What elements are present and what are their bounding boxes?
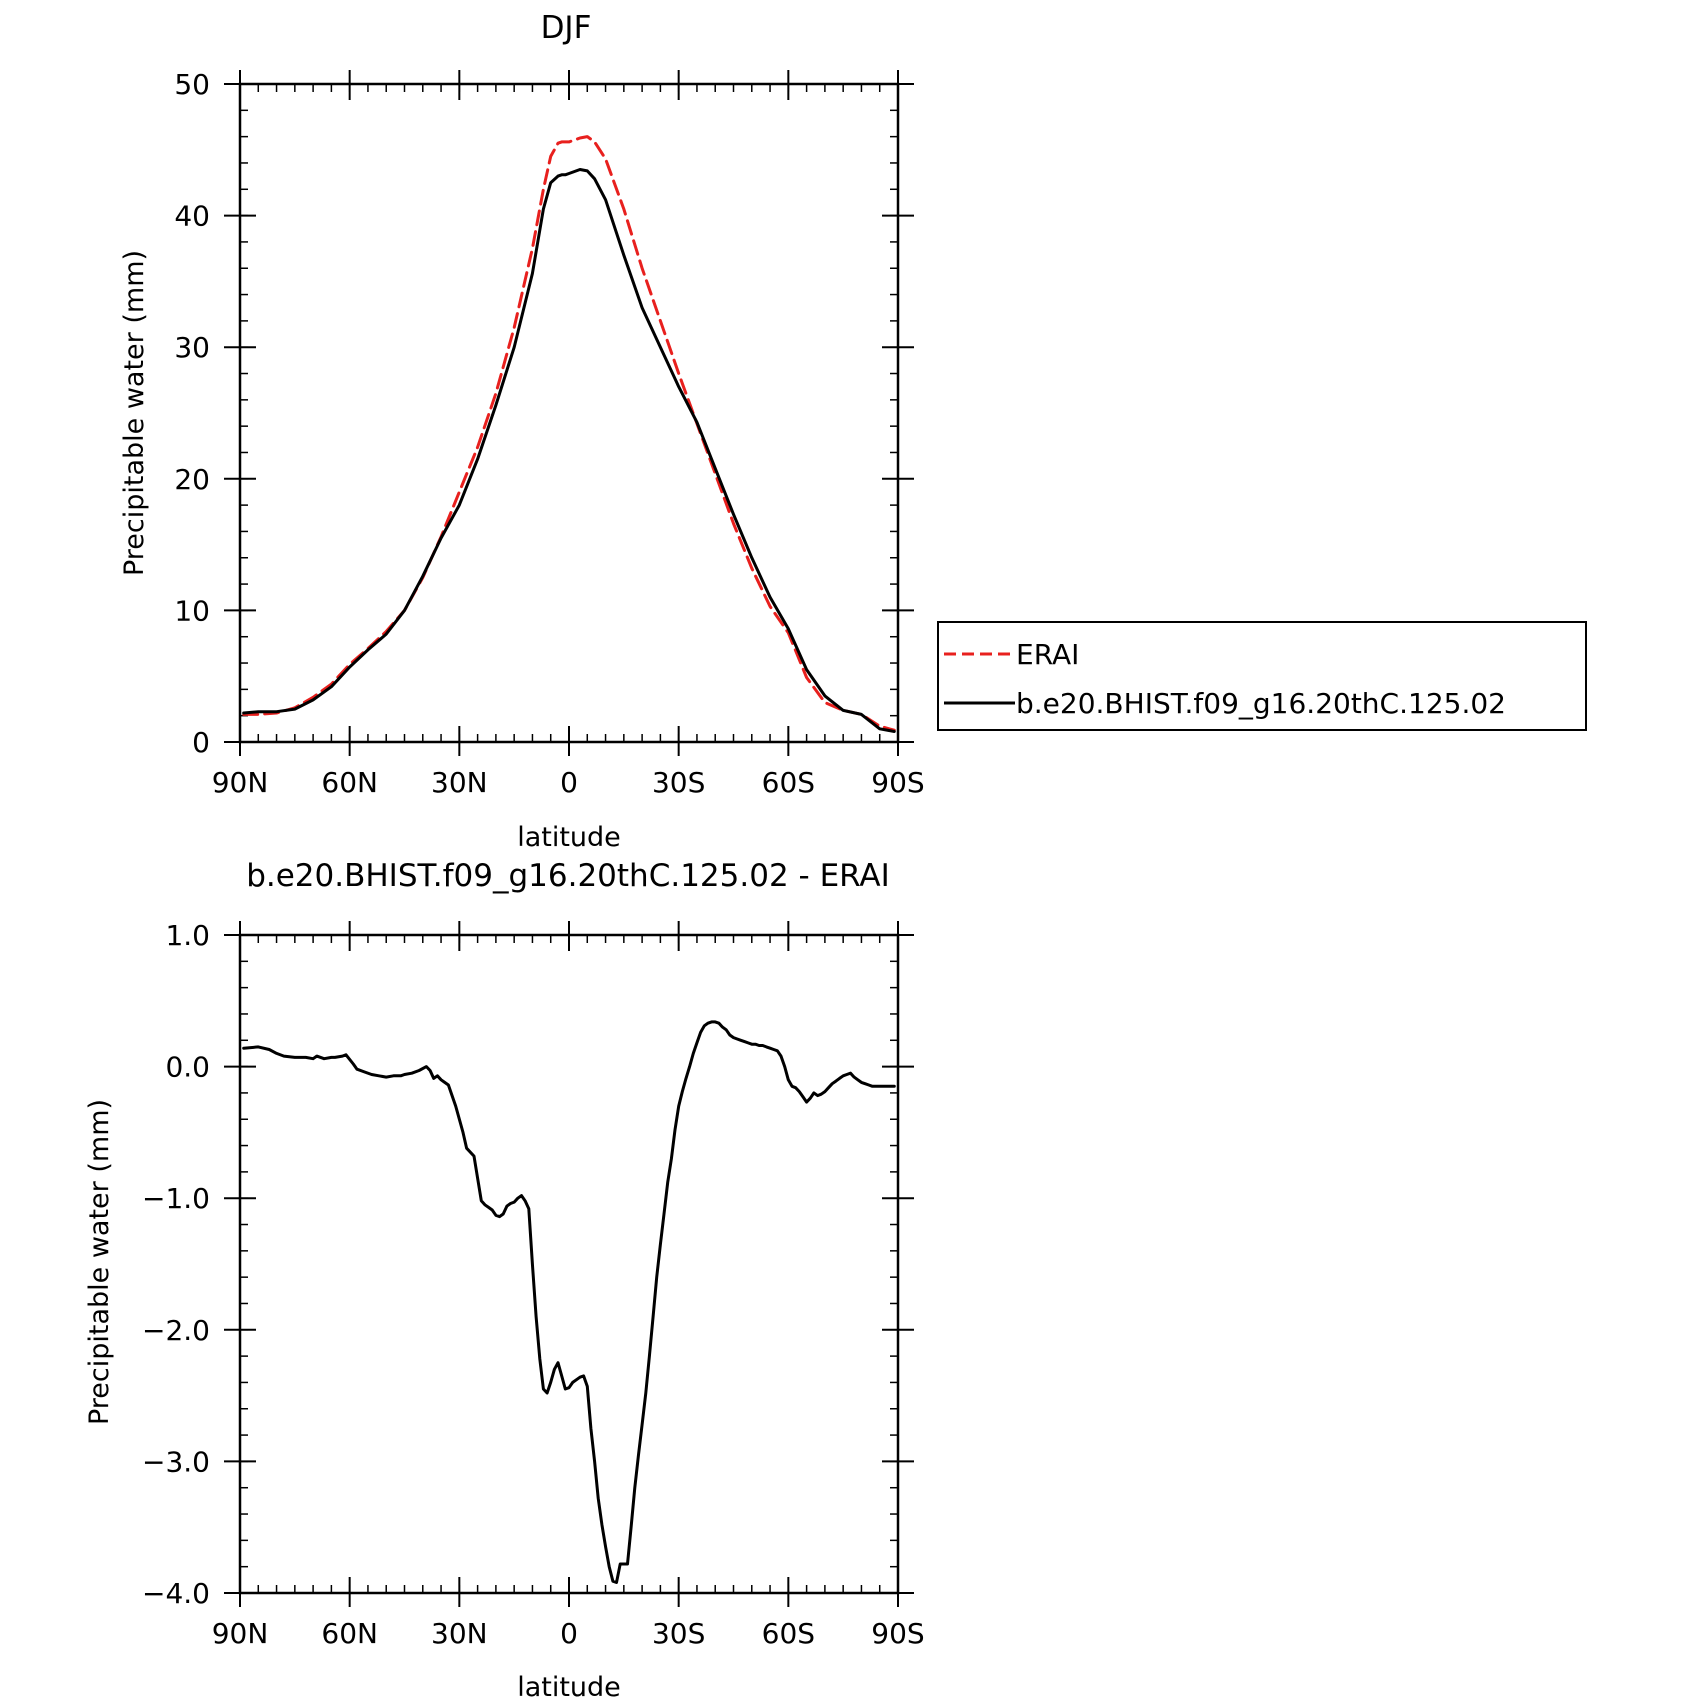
djf-panel: DJF 0 10 20 30 40 50 90N 60N 30N 0 30S 60S 90S Preci… — [119, 10, 925, 853]
djf-y-axis-label: Precipitable water (mm) — [119, 250, 150, 576]
legend-erai-label: ERAI — [1016, 638, 1079, 671]
y-tick-label: 40 — [174, 200, 210, 233]
y-tick-label: −3.0 — [142, 1445, 210, 1478]
erai-series-line — [242, 135, 896, 732]
legend-box — [937, 621, 1587, 731]
y-tick-label: 0.0 — [165, 1051, 210, 1084]
y-tick-label: −2.0 — [142, 1314, 210, 1347]
difference-panel: b.e20.BHIST.f09_g16.20thC.125.02 - ERAI … — [84, 858, 925, 1702]
x-tick-label: 90S — [871, 1617, 924, 1650]
difference-series-line — [242, 1020, 896, 1584]
x-tick-label: 30S — [652, 1617, 705, 1650]
difference-series — [242, 1020, 896, 1584]
y-tick-label: 1.0 — [165, 919, 210, 952]
x-tick-label: 30S — [652, 766, 705, 799]
difference-title: b.e20.BHIST.f09_g16.20thC.125.02 - ERAI — [246, 858, 890, 894]
x-tick-label: 90S — [871, 766, 924, 799]
x-tick-label: 60N — [321, 766, 378, 799]
x-tick-label: 60S — [762, 766, 815, 799]
x-tick-label: 60S — [762, 1617, 815, 1650]
y-tick-label: 10 — [174, 594, 210, 627]
djf-x-axis-label: latitude — [517, 822, 621, 853]
djf-title: DJF — [541, 10, 592, 46]
x-tick-label: 90N — [212, 1617, 269, 1650]
legend: ERAI b.e20.BHIST.f09_g16.20thC.125.02 — [937, 621, 1587, 731]
x-tick-label: 90N — [212, 766, 269, 799]
y-tick-label: 30 — [174, 331, 210, 364]
legend-model-label: b.e20.BHIST.f09_g16.20thC.125.02 — [1016, 687, 1506, 720]
x-tick-label: 60N — [321, 1617, 378, 1650]
difference-plot-frame — [238, 933, 900, 1595]
djf-series — [242, 135, 896, 733]
x-tick-label: 0 — [560, 766, 578, 799]
djf-plot-frame — [238, 82, 900, 744]
y-tick-label: 0 — [192, 726, 210, 759]
djf-ticks: 0 10 20 30 40 50 90N 60N 30N 0 30S 60S 90S — [174, 68, 924, 799]
y-tick-label: 50 — [174, 68, 210, 101]
x-tick-label: 0 — [560, 1617, 578, 1650]
y-tick-label: −1.0 — [142, 1182, 210, 1215]
model-series-line — [242, 168, 896, 733]
difference-x-axis-label: latitude — [517, 1672, 621, 1702]
x-tick-label: 30N — [431, 1617, 488, 1650]
y-tick-label: 20 — [174, 463, 210, 496]
y-tick-label: −4.0 — [142, 1577, 210, 1610]
x-tick-label: 30N — [431, 766, 488, 799]
difference-y-axis-label: Precipitable water (mm) — [84, 1099, 115, 1425]
